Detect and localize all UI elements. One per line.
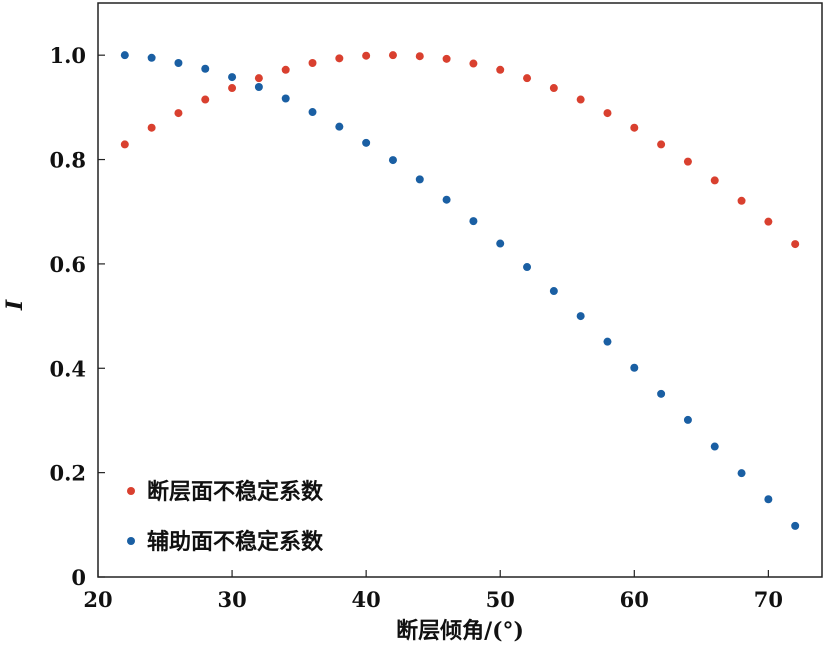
plot-frame — [97, 2, 823, 578]
data-point — [764, 217, 773, 226]
data-point — [174, 109, 183, 118]
x-tick-label: 50 — [486, 587, 515, 612]
data-point — [228, 84, 237, 93]
data-point — [120, 51, 129, 60]
data-point — [147, 53, 156, 62]
data-point — [549, 287, 558, 296]
data-point — [281, 65, 290, 74]
data-point — [683, 415, 692, 424]
data-point — [362, 138, 371, 147]
data-point — [147, 123, 156, 132]
data-point — [603, 109, 612, 118]
x-tick-label: 60 — [620, 587, 649, 612]
data-point — [415, 52, 424, 61]
data-point — [710, 442, 719, 451]
data-points — [120, 51, 800, 530]
y-tick-label: 1.0 — [49, 43, 86, 68]
data-point — [281, 94, 290, 103]
data-point — [120, 140, 129, 149]
data-point — [496, 239, 505, 248]
data-point — [603, 337, 612, 346]
data-point — [228, 73, 237, 82]
x-axis-label: 断层倾角/(°) — [396, 618, 524, 644]
x-tick-label: 40 — [352, 587, 381, 612]
data-point — [388, 51, 397, 60]
data-point — [335, 122, 344, 131]
data-point — [737, 469, 746, 478]
x-tick-label: 30 — [217, 587, 246, 612]
data-point — [630, 363, 639, 372]
data-point — [764, 495, 773, 504]
data-point — [254, 83, 263, 92]
data-point — [469, 59, 478, 68]
data-point — [174, 59, 183, 68]
data-point — [683, 157, 692, 166]
data-point — [308, 108, 317, 117]
data-point — [308, 59, 317, 68]
legend-label-series-2: 辅助面不稳定系数 — [147, 529, 324, 555]
data-point — [388, 156, 397, 165]
legend-marker-series-1 — [127, 487, 135, 495]
data-point — [657, 140, 666, 149]
data-point — [791, 521, 800, 530]
data-point — [496, 65, 505, 74]
x-tick-label: 20 — [83, 587, 112, 612]
data-point — [469, 217, 478, 226]
data-point — [415, 175, 424, 184]
data-point — [523, 74, 532, 83]
x-tick-label: 70 — [754, 587, 783, 612]
y-tick-label: 0.4 — [49, 356, 86, 381]
y-tick-label: 0.2 — [49, 461, 86, 486]
data-point — [576, 95, 585, 104]
data-point — [442, 195, 451, 204]
data-point — [630, 123, 639, 132]
data-point — [549, 84, 558, 93]
legend-marker-series-2 — [127, 537, 135, 545]
y-tick-label: 0.8 — [49, 148, 86, 173]
data-point — [362, 51, 371, 60]
data-point — [710, 176, 719, 185]
y-axis: 0 0.2 0.4 0.6 0.8 1.0 — [49, 43, 105, 590]
data-point — [254, 74, 263, 83]
series-2 — [120, 51, 800, 530]
y-tick-label: 0.6 — [49, 252, 86, 277]
data-point — [442, 54, 451, 63]
y-tick-label: 0 — [71, 565, 86, 590]
data-point — [335, 54, 344, 63]
legend-label-series-1: 断层面不稳定系数 — [147, 479, 324, 505]
x-axis: 20 30 40 50 60 70 — [83, 570, 783, 612]
data-point — [576, 312, 585, 321]
data-point — [791, 240, 800, 249]
y-axis-label: I — [2, 299, 28, 311]
data-point — [523, 263, 532, 272]
data-point — [201, 95, 210, 104]
data-point — [657, 389, 666, 398]
series-1 — [120, 51, 800, 249]
data-point — [737, 196, 746, 205]
data-point — [201, 64, 210, 73]
legend: 断层面不稳定系数 辅助面不稳定系数 — [127, 479, 324, 555]
